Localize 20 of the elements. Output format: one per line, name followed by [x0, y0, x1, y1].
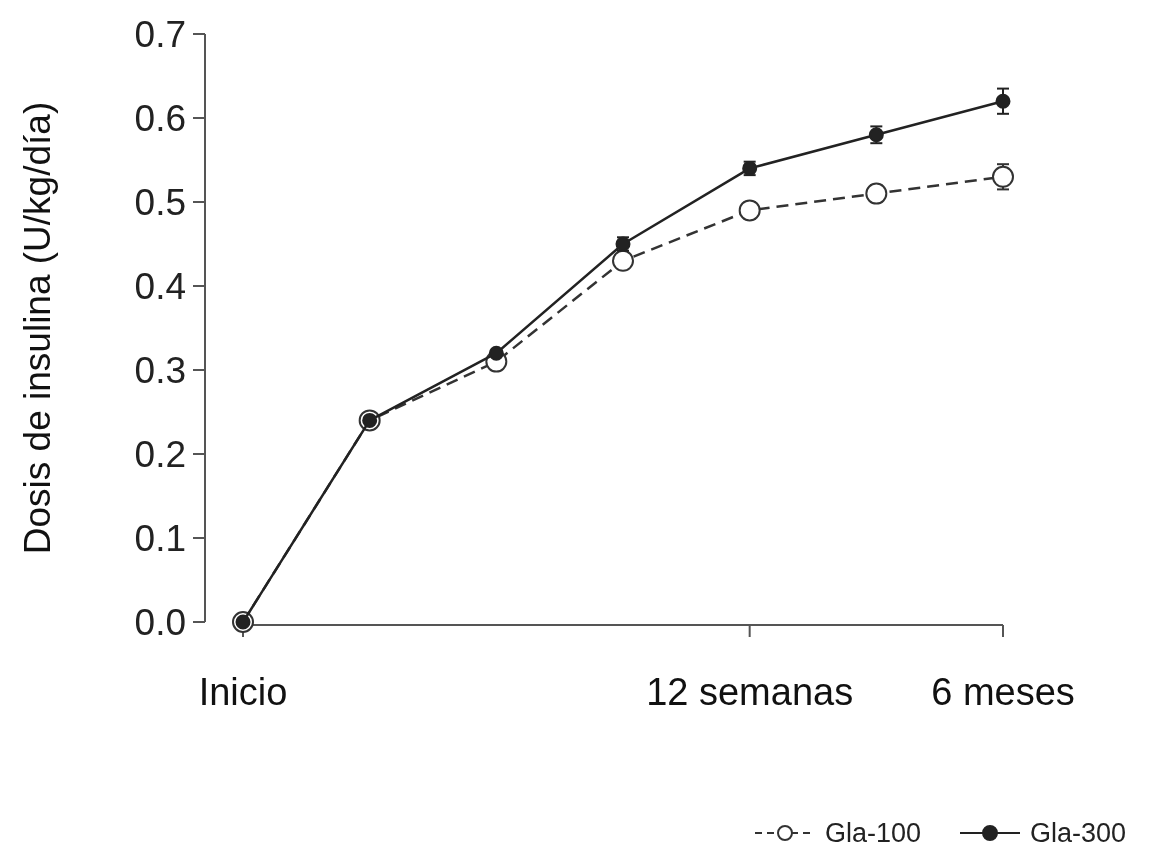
y-axis-title: Dosis de insulina (U/kg/día)	[17, 101, 58, 555]
y-tick-label: 0.5	[134, 181, 186, 223]
point	[995, 93, 1011, 109]
y-tick-label: 0.7	[134, 13, 186, 55]
y-tick-label: 0.4	[134, 265, 186, 307]
legend-label: Gla-300	[1030, 818, 1127, 849]
y-tick-label: 0.0	[134, 601, 186, 643]
point	[488, 345, 504, 361]
point	[992, 165, 1014, 188]
x-tick-label: 12 semanas	[646, 671, 854, 713]
x-tick-label: 6 meses	[931, 671, 1075, 713]
x-tick-label: Inicio	[198, 671, 288, 713]
point	[612, 249, 634, 272]
y-tick-label: 0.3	[134, 349, 186, 391]
legend-label: Gla-100	[825, 818, 922, 849]
y-tick-label: 0.1	[134, 517, 186, 559]
y-tick-label: 0.6	[134, 97, 186, 139]
y-tick-label: 0.2	[134, 433, 186, 475]
point	[865, 182, 888, 205]
point	[738, 199, 761, 222]
